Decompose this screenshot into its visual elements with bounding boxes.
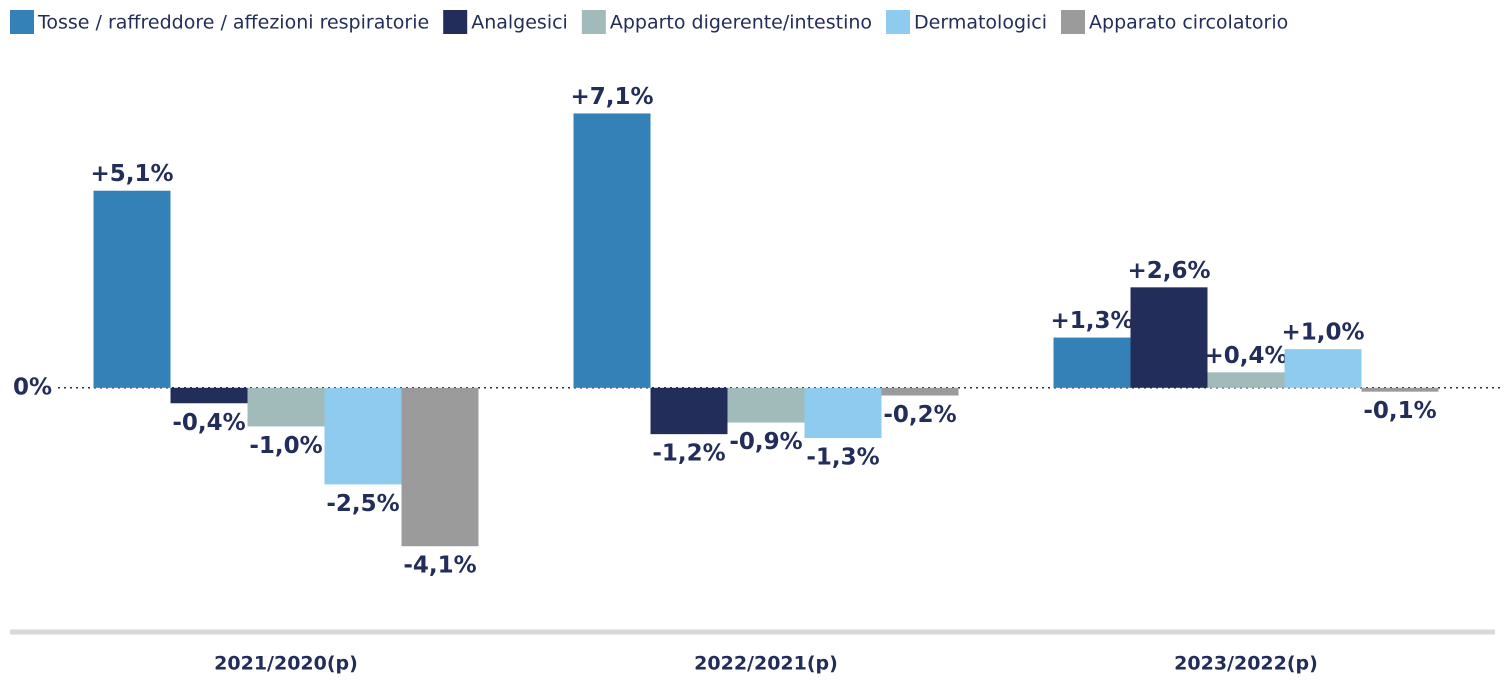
bar (170, 387, 248, 404)
x-tick-label: 2023/2022(p) (1174, 653, 1318, 675)
legend-swatch (581, 10, 606, 34)
bar (727, 387, 805, 423)
bar (573, 113, 651, 388)
bar (1053, 337, 1131, 388)
data-label: -2,5% (326, 491, 399, 517)
bar (247, 387, 325, 427)
bar (881, 387, 959, 396)
data-label: -0,2% (883, 402, 956, 428)
bar (401, 387, 479, 547)
data-label: -0,9% (729, 429, 802, 455)
legend-swatch (10, 10, 34, 34)
data-label: -1,3% (806, 445, 879, 471)
data-label: -0,4% (172, 410, 245, 436)
x-tick-label: 2022/2021(p) (694, 653, 838, 675)
legend-label: Analgesici (471, 12, 568, 34)
legend-label: Tosse / raffreddore / affezioni respirat… (37, 12, 429, 34)
data-label: +1,0% (1281, 320, 1364, 346)
legend-swatch (886, 10, 911, 34)
bar (1207, 372, 1285, 388)
legend-label: Apparto digerente/intestino (610, 12, 872, 34)
data-label: -1,2% (652, 441, 725, 467)
data-label: +2,6% (1127, 258, 1210, 284)
data-label: -1,0% (249, 433, 322, 459)
bar (1284, 349, 1362, 388)
bar (93, 190, 171, 388)
legend-label: Apparato circolatorio (1089, 12, 1288, 34)
bar (324, 387, 402, 485)
bar (1130, 287, 1208, 388)
data-label: +1,3% (1050, 308, 1133, 334)
data-label: +5,1% (90, 161, 173, 187)
legend-swatch (443, 10, 468, 34)
data-label: +7,1% (570, 84, 653, 110)
data-label: -0,1% (1363, 398, 1436, 424)
x-tick-label: 2021/2020(p) (214, 653, 358, 675)
bar (804, 387, 882, 439)
y-tick-label: 0% (13, 374, 52, 400)
legend-swatch (1061, 10, 1086, 34)
bar (1361, 387, 1439, 392)
bar (650, 387, 728, 435)
legend-label: Dermatologici (914, 12, 1047, 34)
data-label: -4,1% (403, 553, 476, 579)
data-label: +0,4% (1204, 343, 1287, 369)
